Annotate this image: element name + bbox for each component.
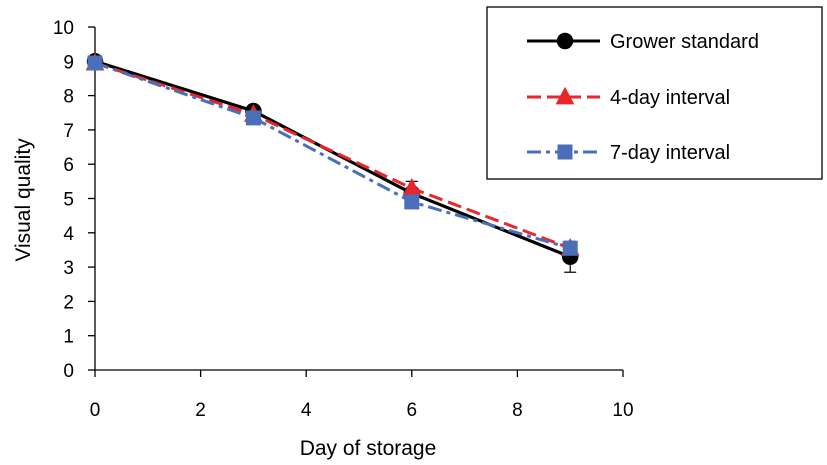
y-tick-label: 4 — [63, 224, 74, 245]
legend-item: 7-day interval — [527, 142, 730, 164]
x-tick-label: 0 — [90, 400, 101, 421]
y-tick-label: 1 — [63, 327, 74, 348]
series-line — [94, 61, 571, 250]
x-tick-label: 10 — [612, 400, 633, 421]
y-tick-label: 0 — [63, 361, 74, 382]
legend-marker — [555, 86, 575, 105]
legend-marker — [556, 32, 574, 50]
legend-box — [486, 6, 823, 180]
legend-marker — [557, 144, 573, 160]
y-tick-label: 10 — [53, 18, 74, 39]
y-axis: 0 1 2 3 4 5 6 7 8 9 10 — [53, 18, 96, 382]
y-tick-label: 6 — [63, 155, 74, 176]
legend-item: Grower standard — [527, 31, 759, 53]
data-point — [87, 55, 103, 71]
data-point — [245, 110, 261, 126]
legend: Grower standard 4-day interval 7-day inter… — [486, 6, 823, 180]
data-point — [404, 194, 420, 210]
series-line — [94, 61, 571, 250]
y-tick-label: 2 — [63, 292, 74, 313]
y-axis-title: Visual quality — [12, 138, 35, 262]
y-tick-label: 7 — [63, 121, 74, 142]
x-tick-label: 2 — [195, 400, 206, 421]
legend-label: 4-day interval — [610, 87, 730, 109]
series-7-day-interval — [87, 55, 578, 256]
data-point — [562, 240, 578, 256]
x-tick-label: 8 — [512, 400, 523, 421]
x-axis: 0 2 4 6 8 10 — [90, 369, 634, 421]
x-tick-label: 4 — [301, 400, 312, 421]
y-tick-label: 3 — [63, 258, 74, 279]
legend-item: 4-day interval — [527, 86, 730, 109]
data-point — [402, 177, 422, 196]
series-layer — [85, 52, 580, 273]
y-tick-label: 8 — [63, 87, 74, 108]
y-tick-label: 5 — [63, 190, 74, 211]
x-tick-label: 6 — [407, 400, 418, 421]
y-tick-label: 9 — [63, 52, 74, 73]
legend-label: Grower standard — [610, 31, 759, 53]
legend-label: 7-day interval — [610, 142, 730, 164]
x-axis-title: Day of storage — [300, 437, 437, 460]
